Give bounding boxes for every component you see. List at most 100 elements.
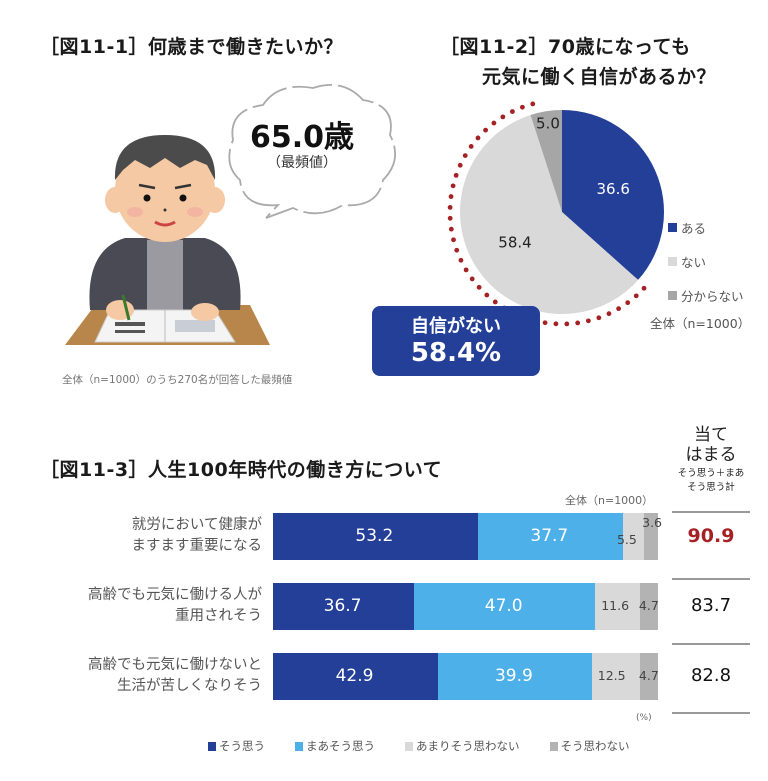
no-confidence-callout: 自信がない 58.4% — [372, 306, 540, 376]
highlight-dot — [585, 318, 591, 324]
highlight-dot — [447, 215, 453, 221]
pie-legend-label: ない — [681, 255, 707, 270]
highlight-dot — [469, 276, 475, 282]
legend-swatch-icon — [295, 741, 303, 751]
total-divider — [672, 578, 750, 580]
highlight-dot — [509, 109, 515, 114]
fig3-sample-size: 全体（n=1000） — [565, 494, 654, 507]
bar-segment-1 — [477, 513, 623, 560]
row-label: 高齢でも元気に働ける人が 重用されそう — [20, 585, 262, 627]
bar-legend: そう思う まあそう思う あまりそう思わない そう思わない — [208, 738, 660, 754]
bar-legend-label: そう思わない — [560, 739, 630, 753]
bar-data-label: 47.0 — [484, 596, 523, 616]
bar-segment-1 — [414, 583, 596, 630]
row-label-line2: 重用されそう — [175, 608, 262, 624]
total-divider — [672, 643, 750, 645]
bar-data-label: 37.7 — [530, 526, 569, 546]
bar-legend-item: まあそう思う — [295, 738, 375, 754]
row-label: 就労において健康が ますます重要になる — [20, 515, 263, 557]
pie-data-label: 5.0 — [536, 114, 560, 132]
bar-segment-3 — [639, 653, 658, 700]
unit-label: (%) — [636, 713, 652, 723]
bar-data-label: 11.6 — [601, 598, 630, 613]
bar-row: 53.2 37.7 5.5 3.6 — [273, 513, 662, 560]
confidence-pie-chart: 36.6 58.4 5.0 — [447, 101, 664, 327]
highlight-dot — [641, 285, 647, 291]
fig1-title: ［図11-1］何歳まで働きたいか？ — [40, 36, 344, 58]
fig2-title-line1: ［図11-2］70歳になっても — [440, 36, 691, 58]
row-label-line2: 生活が苦しくなりそう — [117, 678, 262, 694]
pie-legend-item: 分からない — [668, 286, 744, 305]
pie-legend-label: ある — [681, 221, 707, 236]
bar-segment-1 — [438, 653, 592, 700]
highlight-dot — [484, 292, 490, 298]
bar-data-label: 4.7 — [638, 598, 659, 613]
fig2-title-line2: 元気に働く自信があるか？ — [482, 66, 717, 88]
highlight-dot — [475, 135, 481, 141]
total-header-line3: そう思う＋まあ — [677, 468, 745, 479]
highlight-dot — [606, 311, 612, 317]
agree-total-value: 90.9 — [687, 525, 735, 547]
bar-legend-label: まあそう思う — [306, 739, 375, 753]
legend-swatch-icon — [208, 741, 216, 751]
legend-swatch-icon — [668, 223, 677, 232]
bar-legend-item: あまりそう思わない — [405, 738, 520, 754]
highlight-dot — [453, 172, 459, 178]
legend-swatch-icon — [668, 257, 677, 266]
total-header-line2: はまる — [685, 445, 737, 465]
row-label-line2: ますます重要になる — [131, 538, 263, 554]
highlight-dot — [448, 194, 454, 199]
fig2-sample-size: 全体（n=1000） — [650, 316, 751, 331]
highlight-dot — [633, 293, 639, 299]
elderly-man-studying-icon — [65, 135, 270, 345]
bar-segment-2 — [622, 513, 645, 560]
highlight-dot — [454, 247, 460, 253]
callout-value: 58.4% — [410, 338, 502, 368]
highlight-dot — [462, 153, 468, 158]
bar-segment-2 — [591, 653, 640, 700]
highlight-dot — [457, 162, 463, 168]
highlight-dot — [500, 114, 506, 120]
highlight-dot — [564, 321, 570, 327]
highlight-dot — [519, 104, 525, 110]
highlight-dot — [458, 257, 464, 263]
bar-data-label: 53.2 — [355, 526, 394, 546]
total-divider — [672, 712, 750, 714]
fig1-footnote: 全体（n=1000）のうち270名が回答した最頻値 — [62, 374, 293, 386]
highlight-dot — [463, 267, 469, 273]
highlight-dot — [596, 315, 602, 321]
highlight-dot — [542, 320, 548, 326]
pie-data-label: 36.6 — [596, 180, 629, 198]
highlight-dot — [492, 299, 498, 305]
row-label: 高齢でも元気に働けないと生活が苦しくなりそう — [20, 655, 262, 697]
bar-segment-3 — [639, 583, 658, 630]
age-mode-note: （最頻値） — [267, 155, 337, 171]
age-mode-value: 65.0歳 — [249, 120, 355, 155]
highlight-dot — [447, 205, 453, 210]
pie-legend-item: ない — [668, 252, 706, 271]
bar-data-label: 39.9 — [494, 666, 533, 686]
bar-row: 36.7 47.0 11.6 4.7 — [273, 583, 659, 630]
bar-segment-0 — [273, 513, 478, 560]
bar-row: 42.9 39.9 12.5 4.7 — [273, 653, 659, 700]
pie-slice-1 — [460, 114, 639, 314]
pie-data-label: 58.4 — [498, 234, 531, 252]
row-label-line1: 高齢でも元気に働けないと — [88, 657, 262, 673]
pie-legend-label: 分からない — [681, 289, 744, 304]
pie-legend-item: ある — [668, 218, 706, 237]
legend-swatch-icon — [668, 291, 677, 300]
highlight-dot — [448, 226, 454, 232]
highlight-dot — [476, 284, 482, 290]
bar-legend-item: そう思わない — [549, 738, 630, 754]
highlight-dot — [451, 237, 456, 243]
bar-data-label: 4.7 — [638, 668, 659, 683]
total-column-header: 当て はまる そう思う＋まあ そう思う計 — [668, 425, 754, 494]
highlight-dot — [530, 101, 536, 107]
bar-data-label: 42.9 — [335, 666, 374, 686]
fig3-title: ［図11-3］人生100年時代の働き方について — [40, 459, 443, 481]
total-divider — [672, 511, 750, 513]
bar-data-label: 3.6 — [642, 515, 663, 530]
legend-swatch-icon — [405, 741, 413, 751]
bar-segment-0 — [273, 583, 415, 630]
speech-bubble-icon — [228, 84, 397, 219]
